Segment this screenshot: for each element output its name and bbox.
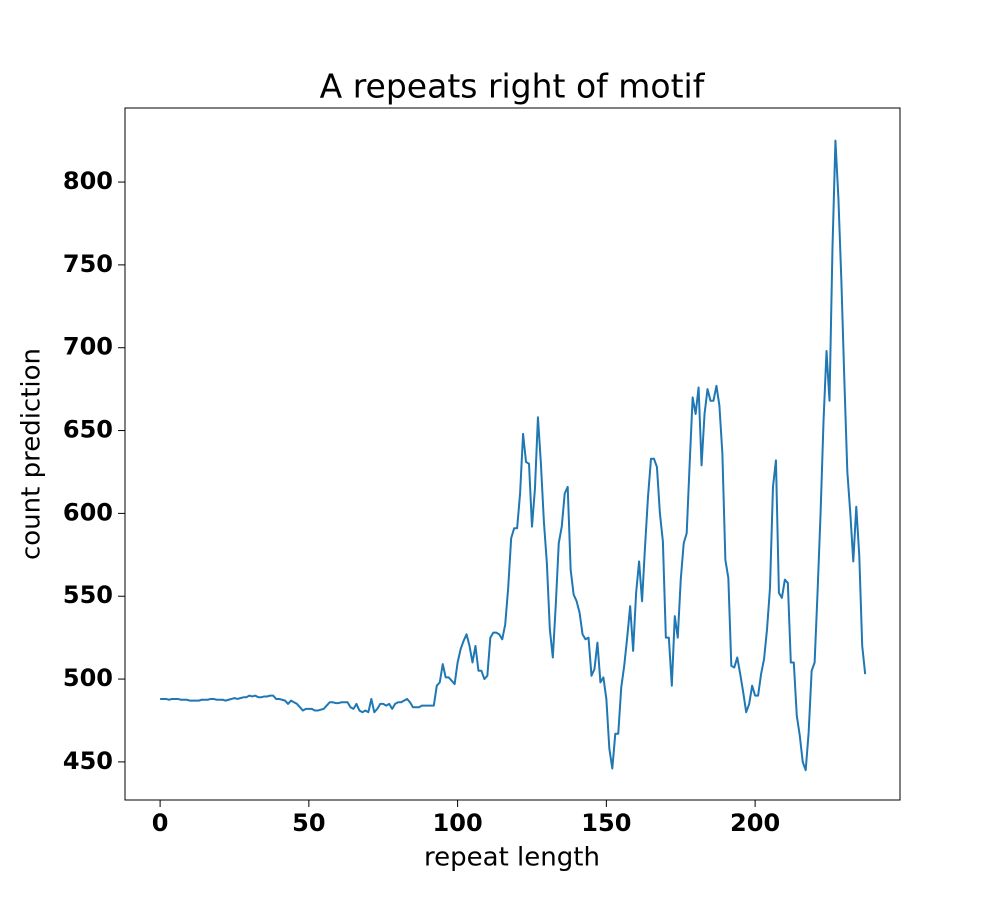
line-series bbox=[160, 139, 867, 772]
x-axis-label: repeat length bbox=[424, 843, 600, 873]
y-tick-label: 800 bbox=[63, 167, 113, 195]
y-tick-label: 700 bbox=[63, 333, 113, 361]
plot-frame bbox=[124, 107, 901, 801]
chart-title: A repeats right of motif bbox=[320, 67, 706, 106]
x-tick-label: 0 bbox=[152, 809, 169, 837]
y-tick-label: 450 bbox=[63, 747, 113, 775]
y-tick-label: 500 bbox=[63, 664, 113, 692]
y-axis-label: count prediction bbox=[17, 348, 47, 560]
y-tick-label: 650 bbox=[63, 416, 113, 444]
y-tick-label: 600 bbox=[63, 498, 113, 526]
x-tick-label: 150 bbox=[581, 809, 631, 837]
y-tick-label: 750 bbox=[63, 250, 113, 278]
x-tick-label: 100 bbox=[433, 809, 483, 837]
x-tick-label: 50 bbox=[292, 809, 325, 837]
y-tick-label: 550 bbox=[63, 581, 113, 609]
x-tick-label: 200 bbox=[730, 809, 780, 837]
